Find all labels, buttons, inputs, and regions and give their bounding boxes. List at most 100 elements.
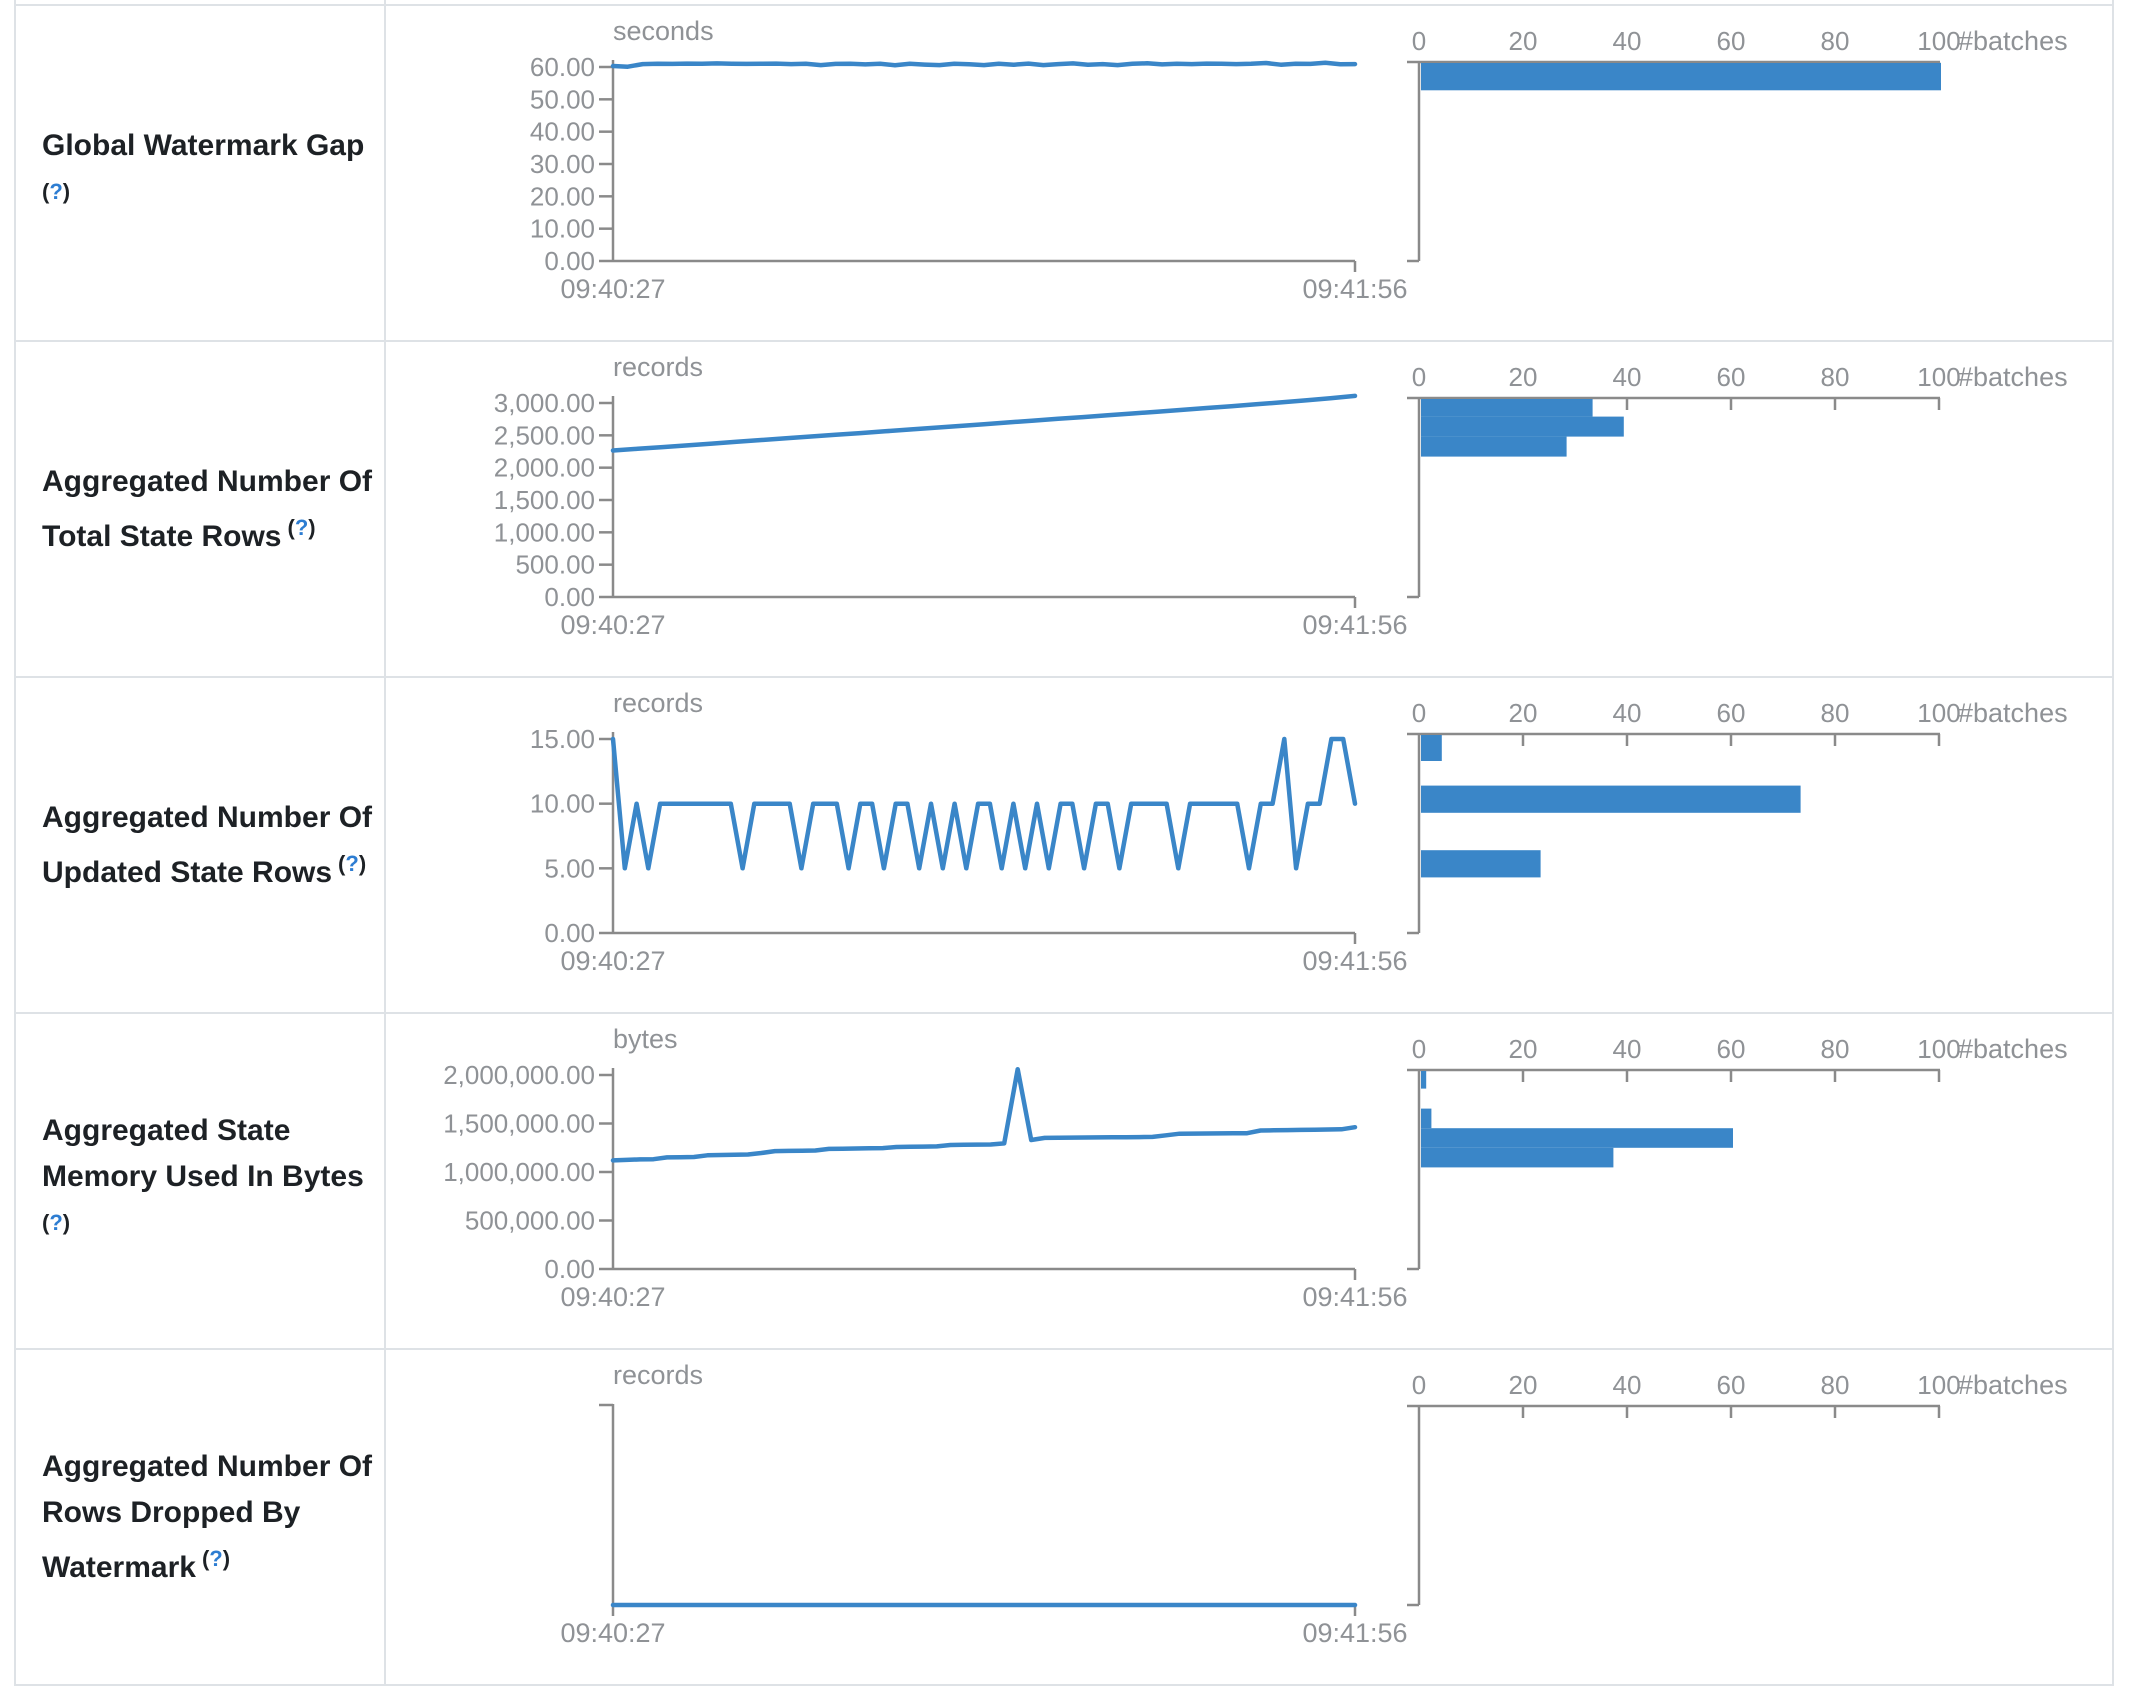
- y-tick-label: 30.00: [530, 149, 595, 179]
- hist-x-tick-label: 60: [1717, 1034, 1746, 1064]
- hist-x-tick-label: 0: [1412, 698, 1426, 728]
- timeline-line: [610, 393, 1358, 453]
- help-paren-open: (: [201, 1545, 210, 1571]
- x-start-label: 09:40:27: [560, 946, 665, 976]
- hist-x-tick-label: 80: [1821, 26, 1850, 56]
- x-end-label: 09:41:56: [1302, 946, 1407, 976]
- help-question-link[interactable]: ?: [49, 1209, 63, 1235]
- metric-label-text: Aggregated State: [42, 1113, 291, 1147]
- metric-name-cell: Aggregated Number Of Rows Dropped By Water…: [16, 1350, 386, 1684]
- help-paren-open: (: [287, 514, 295, 540]
- y-tick-label: 20.00: [530, 181, 595, 211]
- metric-row: Global Watermark Gap (?) seconds 0.00 10.00…: [16, 6, 2112, 342]
- hist-bar: [1421, 1071, 1427, 1089]
- metric-chart-cell: seconds 0.00 10.00 20.00 30.00 40.00 50.00 60.0…: [386, 6, 2112, 340]
- metric-label-text: Memory Used In Bytes: [42, 1159, 364, 1193]
- metric-label-line: Watermark (?): [42, 1536, 380, 1591]
- metric-label-line: Aggregated Number Of: [42, 1444, 380, 1490]
- metric-name-cell: Aggregated Number Of Updated State Rows (?…: [16, 678, 386, 1012]
- help-badge: (?): [42, 1210, 70, 1235]
- hist-x-tick-label: 0: [1412, 362, 1426, 392]
- y-tick-label: 1,500.00: [494, 485, 595, 515]
- y-tick-label: 0.00: [544, 246, 595, 276]
- metric-rows-container: Global Watermark Gap (?) seconds 0.00 10.00…: [16, 6, 2112, 1686]
- hist-x-tick-label: 100: [1917, 698, 1960, 728]
- hist-x-tick-label: 40: [1613, 362, 1642, 392]
- hist-x-tick-label: 20: [1509, 362, 1538, 392]
- sliver-chart-cell: [386, 0, 2112, 4]
- metric-label-text: Global Watermark Gap: [42, 128, 365, 162]
- help-paren-open: (: [42, 178, 50, 204]
- metric-chart-cell: records 0.00 5.00 10.00 15.00 09:40:27 09:41:5…: [386, 678, 2112, 1012]
- metric-label-text: Aggregated Number Of: [42, 464, 373, 498]
- metric-label-text: Updated State Rows: [42, 855, 333, 889]
- y-tick-label: 10.00: [530, 214, 595, 244]
- help-question-link[interactable]: ?: [294, 514, 309, 540]
- metric-chart-cell: bytes 0.00 500,000.00 1,000,000.00 1,500,000…: [386, 1014, 2112, 1348]
- y-tick-label: 1,000.00: [494, 517, 595, 547]
- metric-chart-cell: records 09:40:27 09:41:56 0 20 40 60 80 100 #batc…: [386, 1350, 2112, 1684]
- hist-bar: [1421, 735, 1442, 761]
- metric-name-cell: Global Watermark Gap (?): [16, 6, 386, 340]
- y-tick-label: 60.00: [530, 52, 595, 82]
- hist-x-tick-label: 100: [1917, 1034, 1960, 1064]
- hist-x-tick-label: 40: [1613, 1370, 1642, 1400]
- metric-row: Aggregated State Memory Used In Bytes (?) …: [16, 1014, 2112, 1350]
- hist-x-tick-label: 0: [1412, 26, 1426, 56]
- sliver-label-cell: [16, 0, 386, 4]
- help-paren-open: (: [42, 1209, 50, 1235]
- metric-label-line: Global Watermark Gap: [42, 123, 380, 169]
- metric-label-line: Aggregated State: [42, 1108, 380, 1154]
- y-tick-label: 2,500.00: [494, 420, 595, 450]
- help-badge: (?): [202, 1546, 230, 1571]
- hist-x-tick-label: 60: [1717, 26, 1746, 56]
- metric-label-line: Aggregated Number Of: [42, 459, 380, 505]
- metric-name-cell: Aggregated Number Of Total State Rows (?): [16, 342, 386, 676]
- metric-label-line: (?): [42, 1200, 380, 1255]
- metric-chart-cell: records 0.00 500.00 1,000.00 1,500.00 2,000.0…: [386, 342, 2112, 676]
- hist-bar: [1421, 785, 1801, 813]
- metric-label-text: Rows Dropped By: [42, 1495, 301, 1529]
- y-tick-label: 0.00: [544, 1254, 595, 1284]
- unit-label: records: [613, 1360, 703, 1390]
- help-paren-close: ): [62, 1209, 71, 1235]
- metric-label-line: (?): [42, 169, 380, 224]
- x-start-label: 09:40:27: [560, 1618, 665, 1648]
- help-question-link[interactable]: ?: [49, 178, 63, 204]
- hist-x-tick-label: 20: [1509, 1370, 1538, 1400]
- x-end-label: 09:41:56: [1302, 1618, 1407, 1648]
- hist-bar: [1421, 416, 1624, 437]
- hist-x-tick-label: 100: [1917, 362, 1960, 392]
- metric-label-line: Rows Dropped By: [42, 1490, 380, 1536]
- hist-axis-label: #batches: [1958, 26, 2068, 56]
- metric-charts-svg: records 0.00 5.00 10.00 15.00 09:40:27 09:41:5…: [530, 688, 2068, 976]
- y-tick-label: 500,000.00: [465, 1206, 595, 1236]
- hist-bar: [1421, 436, 1567, 457]
- help-question-link[interactable]: ?: [209, 1545, 223, 1571]
- help-paren-close: ): [62, 178, 71, 204]
- streaming-statistics-table: Global Watermark Gap (?) seconds 0.00 10.00…: [14, 0, 2114, 1686]
- hist-bar: [1421, 63, 1941, 91]
- hist-x-tick-label: 80: [1821, 1034, 1850, 1064]
- metric-label-text: Watermark: [42, 1550, 196, 1584]
- help-paren-close: ): [222, 1545, 231, 1571]
- help-question-link[interactable]: ?: [345, 850, 359, 876]
- metric-row: Aggregated Number Of Total State Rows (?) …: [16, 342, 2112, 678]
- metric-charts-svg: records 09:40:27 09:41:56 0 20 40 60 80 100#batc…: [560, 1360, 2068, 1648]
- y-tick-label: 50.00: [530, 84, 595, 114]
- hist-x-tick-label: 20: [1509, 26, 1538, 56]
- hist-x-tick-label: 60: [1717, 362, 1746, 392]
- metric-charts-svg: seconds 0.0010.0020.0030.0040.0050.0060.0…: [530, 16, 2068, 304]
- y-tick-label: 500.00: [515, 550, 595, 580]
- unit-label: bytes: [613, 1024, 678, 1054]
- hist-x-tick-label: 60: [1717, 1370, 1746, 1400]
- y-tick-label: 0.00: [544, 582, 595, 612]
- y-tick-label: 5.00: [544, 853, 595, 883]
- help-badge: (?): [42, 179, 70, 204]
- hist-axis-label: #batches: [1958, 1370, 2068, 1400]
- y-tick-label: 1,500,000.00: [443, 1109, 595, 1139]
- hist-axis-label: #batches: [1958, 362, 2068, 392]
- metric-label-line: Updated State Rows (?): [42, 841, 380, 896]
- timeline-line: [610, 1066, 1358, 1163]
- y-tick-label: 10.00: [530, 789, 595, 819]
